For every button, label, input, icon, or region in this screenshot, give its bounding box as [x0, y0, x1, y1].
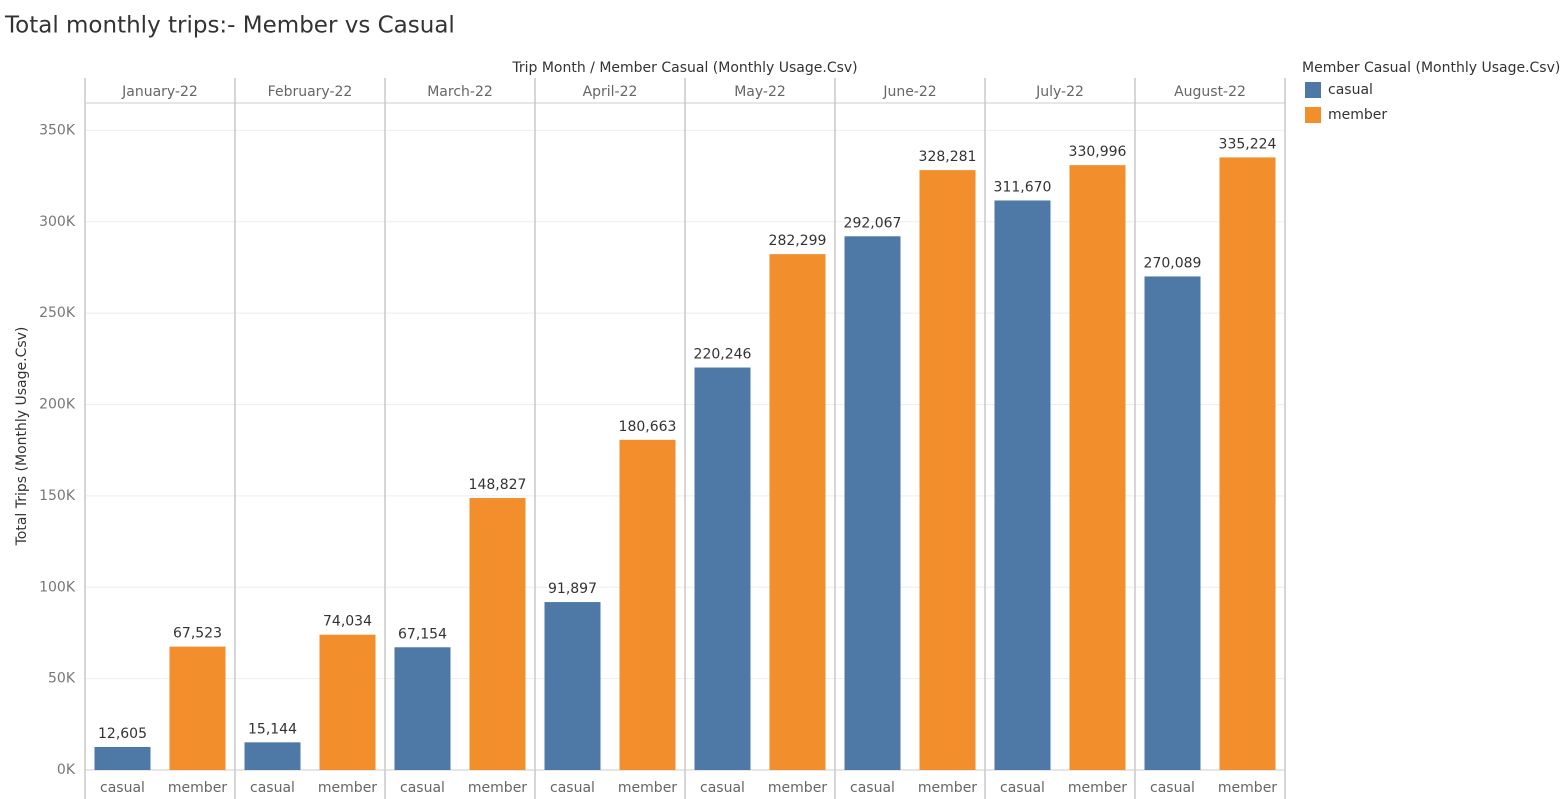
- sub-axis-label: casual: [1150, 780, 1195, 796]
- bar: [319, 634, 376, 770]
- data-label: 15,144: [248, 721, 297, 737]
- data-label: 335,224: [1219, 136, 1277, 152]
- y-tick-label: 200K: [39, 397, 76, 413]
- y-tick-label: 300K: [39, 214, 76, 230]
- sub-axis-label: member: [318, 780, 377, 796]
- bar: [94, 746, 151, 770]
- legend-swatch: [1305, 107, 1321, 123]
- y-tick-label: 150K: [39, 488, 76, 504]
- y-tick-label: 350K: [39, 122, 76, 138]
- legend-title: Member Casual (Monthly Usage.Csv): [1302, 60, 1560, 76]
- data-label: 220,246: [694, 347, 752, 363]
- bar: [1144, 276, 1201, 770]
- bar: [994, 200, 1051, 771]
- data-label: 311,670: [994, 179, 1052, 195]
- sub-axis-label: member: [1068, 780, 1127, 796]
- legend-swatch: [1305, 82, 1321, 98]
- bar: [244, 742, 301, 770]
- data-label: 148,827: [469, 477, 527, 493]
- data-label: 180,663: [619, 419, 677, 435]
- bar: [694, 367, 751, 770]
- sub-axis-label: member: [618, 780, 677, 796]
- bar: [469, 498, 526, 770]
- bar: [919, 170, 976, 770]
- x-tick-label: August-22: [1174, 84, 1246, 100]
- data-label: 12,605: [98, 726, 147, 742]
- bar: [544, 602, 601, 770]
- data-label: 270,089: [1144, 255, 1202, 271]
- bar: [619, 439, 676, 770]
- sub-axis-label: member: [168, 780, 227, 796]
- x-tick-label: May-22: [734, 84, 786, 100]
- data-label: 74,034: [323, 614, 372, 630]
- x-tick-label: July-22: [1035, 84, 1084, 100]
- y-axis-label: Total Trips (Monthly Usage.Csv): [14, 327, 30, 547]
- y-tick-label: 50K: [48, 671, 76, 687]
- data-label: 282,299: [769, 233, 827, 249]
- bar: [844, 236, 901, 770]
- data-label: 292,067: [844, 215, 902, 231]
- legend-label: member: [1328, 107, 1387, 123]
- x-tick-label: April-22: [583, 84, 638, 100]
- sub-axis-label: member: [1218, 780, 1277, 796]
- x-tick-label: February-22: [268, 84, 353, 100]
- sub-axis-label: member: [918, 780, 977, 796]
- bar: [1069, 165, 1126, 771]
- bar: [169, 646, 226, 770]
- sub-axis-label: casual: [550, 780, 595, 796]
- x-tick-label: March-22: [427, 84, 493, 100]
- y-tick-label: 250K: [39, 305, 76, 321]
- sub-axis-label: casual: [1000, 780, 1045, 796]
- x-tick-label: June-22: [882, 84, 936, 100]
- x-tick-label: January-22: [121, 84, 198, 100]
- sub-axis-label: casual: [700, 780, 745, 796]
- sub-axis-label: casual: [850, 780, 895, 796]
- data-label: 91,897: [548, 581, 597, 597]
- sub-axis-label: casual: [250, 780, 295, 796]
- y-tick-label: 100K: [39, 579, 76, 595]
- legend-label: casual: [1328, 82, 1373, 98]
- sub-axis-label: casual: [400, 780, 445, 796]
- x-header: Trip Month / Member Casual (Monthly Usag…: [511, 60, 857, 76]
- y-tick-label: 0K: [57, 762, 76, 778]
- sub-axis-label: member: [768, 780, 827, 796]
- data-label: 328,281: [919, 149, 977, 165]
- bar: [769, 254, 826, 771]
- sub-axis-label: casual: [100, 780, 145, 796]
- sub-axis-label: member: [468, 780, 527, 796]
- bar: [1219, 157, 1276, 770]
- data-label: 330,996: [1069, 144, 1127, 160]
- data-label: 67,154: [398, 626, 447, 642]
- chart-title: Total monthly trips:- Member vs Casual: [4, 13, 455, 39]
- bar: [394, 647, 451, 770]
- data-label: 67,523: [173, 626, 222, 642]
